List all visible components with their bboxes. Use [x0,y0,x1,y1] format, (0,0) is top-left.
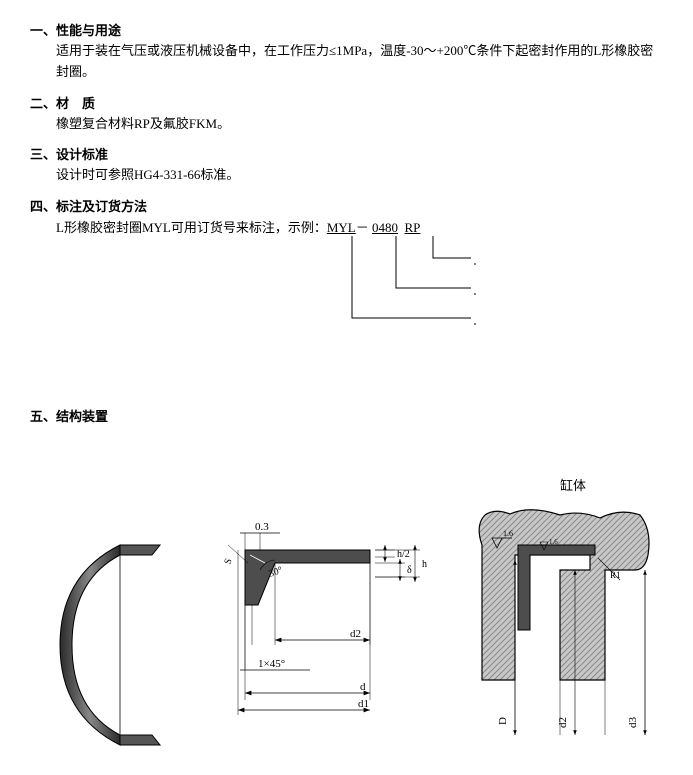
heading-2: 二、材 质 [30,93,663,112]
section-num: 二、 [30,96,56,111]
section-performance: 一、性能与用途 适用于装在气压或液压机械设备中，在工作压力≤1MPa，温度-30… [30,20,663,83]
section-ordering: 四、标注及订货方法 L形橡胶密封圈MYL可用订货号来标注，示例：MYL－ 048… [30,196,663,346]
section-standard: 三、设计标准 设计时可参照HG4-331-66标准。 [30,144,663,186]
order-example-text: L形橡胶密封圈MYL可用订货号来标注，示例：MYL－ 0480 RP [56,217,420,236]
drawings-area: 缸体 [30,475,663,755]
section-material: 二、材 质 橡塑复合材料RP及氟胶FKM。 [30,93,663,135]
order-example-wrap: L形橡胶密封圈MYL可用订货号来标注，示例：MYL－ 0480 RP 材质 孔径… [56,217,663,346]
surface-finish-2: 1.6 [549,538,558,546]
dim-d3: d3 [627,717,639,729]
technical-drawings: 0.3 30° S h/2 [30,475,690,755]
dim-d: d [360,681,366,693]
section-num: 五、 [30,409,56,424]
section-title: 结构装置 [56,409,108,424]
dim-1x45: 1×45° [258,658,285,670]
dim-s: S [222,557,234,566]
installation-view: 1.6 1.6 R1 D d2 d3 [479,510,649,735]
dim-r1: R1 [610,570,621,580]
heading-3: 三、设计标准 [30,144,663,163]
cylinder-label: 缸体 [560,475,586,494]
heading-1: 一、性能与用途 [30,20,663,39]
body-prefix: L形橡胶密封圈MYL可用订货号来标注，示例： [56,220,327,235]
dim-delta: δ [407,565,412,576]
example-p3: RP [405,220,421,235]
example-dash: － [356,220,369,235]
surface-finish: 1.6 [503,529,513,538]
ring-3d-view [60,545,160,745]
section-num: 四、 [30,199,56,214]
heading-5: 五、结构装置 [30,406,663,425]
body-2: 橡塑复合材料RP及氟胶FKM。 [56,114,663,135]
section-num: 三、 [30,147,56,162]
dim-d2a: d2 [350,628,361,640]
section-title: 标注及订货方法 [56,199,147,214]
dim-0.3: 0.3 [255,521,269,533]
section-title: 性能与用途 [56,23,121,38]
dim-h: h [422,559,427,570]
heading-4: 四、标注及订货方法 [30,196,663,215]
example-p2: 0480 [372,220,398,235]
section-num: 一、 [30,23,56,38]
body-3: 设计时可参照HG4-331-66标准。 [56,165,663,186]
dim-D: D [497,717,509,725]
section-title: 材 质 [56,96,95,111]
section-structure: 五、结构装置 [30,406,663,425]
dim-d1: d1 [358,698,369,710]
body-1: 适用于装在气压或液压机械设备中，在工作压力≤1MPa，温度-30～+200℃条件… [56,41,663,83]
dim-d2b: d2 [557,717,569,728]
example-p1: MYL [327,220,356,235]
cross-section-view: 0.3 30° S h/2 [222,521,427,750]
callout-diagram: 材质 孔径×10 订货型号 [56,236,476,346]
section-title: 设计标准 [56,147,108,162]
dim-h2: h/2 [397,549,410,560]
